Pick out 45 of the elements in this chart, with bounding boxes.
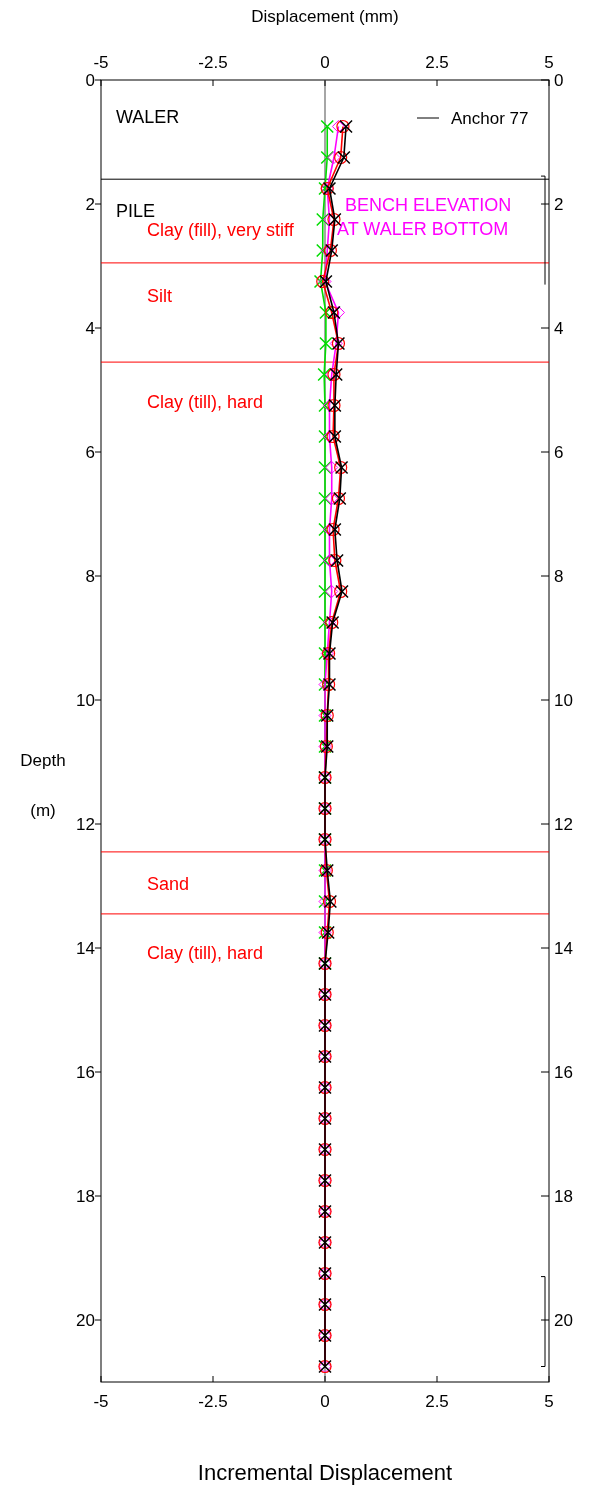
y-tick-label: 2 bbox=[85, 195, 95, 214]
annotation: BENCH ELEVATION bbox=[345, 195, 512, 215]
y2-tick-label: 6 bbox=[554, 443, 564, 462]
x-tick-label: -2.5 bbox=[198, 53, 228, 72]
annotation: Clay (fill), very stiff bbox=[147, 220, 295, 240]
y2-tick-label: 18 bbox=[554, 1187, 573, 1206]
y-tick-label: 12 bbox=[76, 815, 95, 834]
y-tick-label: 4 bbox=[85, 319, 95, 338]
x2-tick-label: 5 bbox=[544, 1392, 554, 1411]
y2-tick-label: 14 bbox=[554, 939, 573, 958]
annotation: Sand bbox=[147, 874, 190, 894]
y-tick-label: 6 bbox=[85, 443, 95, 462]
x2-tick-label: -2.5 bbox=[198, 1392, 228, 1411]
annotation: WALER bbox=[116, 107, 180, 127]
x2-tick-label: 2.5 bbox=[425, 1392, 449, 1411]
y2-tick-label: 8 bbox=[554, 567, 564, 586]
y2-tick-label: 0 bbox=[554, 71, 564, 90]
y-tick-label: 18 bbox=[76, 1187, 95, 1206]
y2-tick-label: 10 bbox=[554, 691, 573, 710]
y-tick-label: 14 bbox=[76, 939, 95, 958]
x-tick-label: 0 bbox=[320, 53, 330, 72]
x2-tick-label: 0 bbox=[320, 1392, 330, 1411]
y2-tick-label: 2 bbox=[554, 195, 564, 214]
y-tick-label: 20 bbox=[76, 1311, 95, 1330]
y2-tick-label: 12 bbox=[554, 815, 573, 834]
legend-label: Anchor 77 bbox=[451, 109, 529, 128]
y-tick-label: 0 bbox=[85, 71, 95, 90]
annotation: Clay (till), hard bbox=[147, 943, 264, 963]
y-tick-label: 8 bbox=[85, 567, 95, 586]
y-tick-label: 16 bbox=[76, 1063, 95, 1082]
x2-tick-label: -5 bbox=[93, 1392, 109, 1411]
x-tick-label: -5 bbox=[93, 53, 109, 72]
y2-tick-label: 16 bbox=[554, 1063, 573, 1082]
y2-tick-label: 20 bbox=[554, 1311, 573, 1330]
y2-tick-label: 4 bbox=[554, 319, 564, 338]
x2-axis-title: Displacement (mm) bbox=[251, 7, 399, 26]
annotation: AT WALER BOTTOM bbox=[337, 219, 509, 239]
text: Depth (m) bbox=[20, 751, 66, 820]
annotation: Silt bbox=[147, 286, 173, 306]
x-axis-title: Incremental Displacement bbox=[197, 1460, 453, 1485]
x-tick-label: 2.5 bbox=[425, 53, 449, 72]
annotation: PILE bbox=[116, 201, 156, 221]
x-tick-label: 5 bbox=[544, 53, 554, 72]
y-tick-label: 10 bbox=[76, 691, 95, 710]
annotation: Clay (till), hard bbox=[147, 392, 264, 412]
